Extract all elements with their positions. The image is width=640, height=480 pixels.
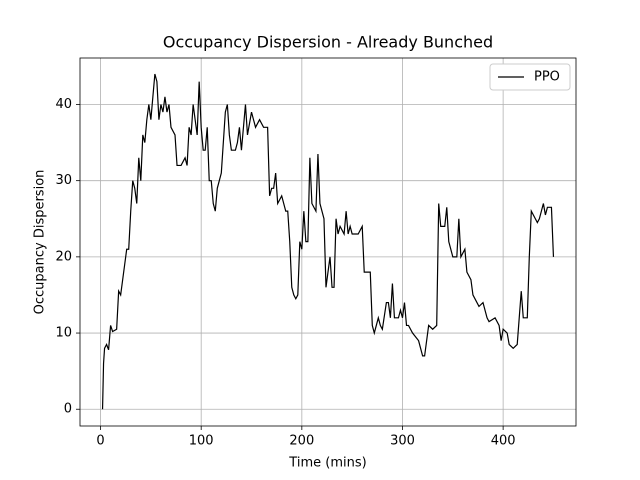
- x-tick-label: 400: [491, 434, 516, 449]
- legend-label: PPO: [534, 70, 560, 85]
- legend-box: [489, 63, 571, 91]
- y-tick-label: 20: [55, 249, 72, 264]
- plot-frame: [79, 57, 577, 427]
- x-tick-label: 200: [289, 434, 314, 449]
- x-tick-label: 0: [96, 434, 104, 449]
- y-tick-label: 0: [64, 402, 72, 417]
- x-tick-label: 100: [189, 434, 214, 449]
- data-line: [101, 73, 555, 410]
- y-tick-label: 10: [55, 326, 72, 341]
- y-tick-label: 30: [55, 173, 72, 188]
- y-axis-label: Occupancy Dispersion: [33, 170, 48, 315]
- x-axis-label: Time (mins): [288, 456, 366, 471]
- chart-title: Occupancy Dispersion - Already Bunched: [163, 33, 493, 52]
- y-tick-label: 40: [55, 97, 72, 112]
- x-tick-label: 300: [390, 434, 415, 449]
